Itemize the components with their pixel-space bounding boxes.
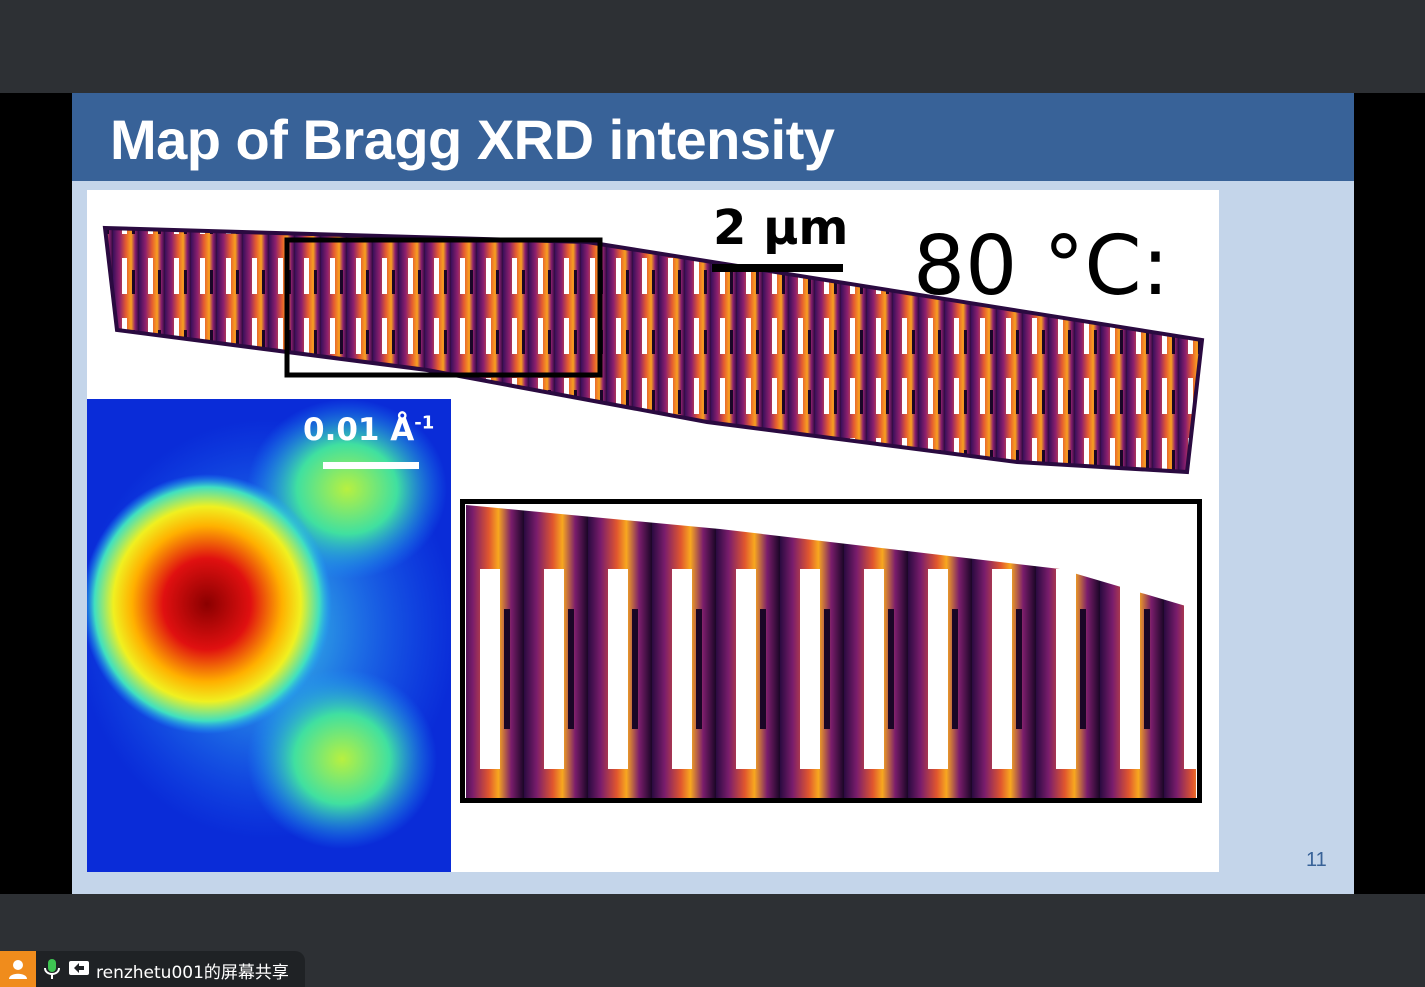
reciprocal-scale-label: 0.01 Å-1 (303, 412, 435, 448)
presentation-slide: Map of Bragg XRD intensity (72, 93, 1354, 894)
slide-page-number: 11 (1306, 849, 1327, 871)
user-icon[interactable] (0, 951, 36, 987)
slide-title: Map of Bragg XRD intensity (110, 108, 835, 171)
reciprocal-scale-bar (323, 462, 419, 469)
screen-share-label: renzhetu001的屏幕共享 (96, 963, 289, 983)
meeting-top-bar (0, 0, 1425, 93)
screen-share-icon[interactable] (68, 960, 90, 978)
screen-share-status-bar[interactable]: renzhetu001的屏幕共享 (0, 951, 305, 987)
reciprocal-space-heatmap-image (87, 399, 451, 872)
microphone-icon[interactable] (42, 958, 62, 980)
scale-bar-label: 2 μm (713, 200, 849, 256)
xrd-intensity-strip-image (102, 225, 1205, 475)
figure-panel: 2 μm 80 °C: (87, 190, 1219, 872)
temperature-label: 80 °C: (913, 219, 1170, 314)
zoomed-region-image (460, 499, 1202, 803)
scale-bar (712, 264, 843, 272)
slide-header: Map of Bragg XRD intensity (72, 93, 1354, 181)
